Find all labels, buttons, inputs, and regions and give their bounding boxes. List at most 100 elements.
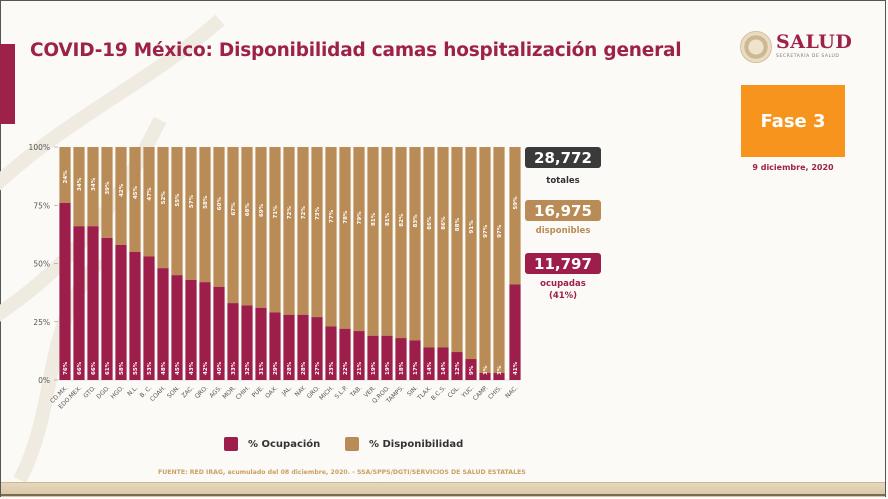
bar-ocupacion — [227, 303, 239, 380]
data-label-ocupacion: 32% — [245, 361, 251, 375]
logo-text: SALUD — [776, 31, 853, 53]
report-date: 9 diciembre, 2020 — [752, 163, 834, 172]
data-label-ocupacion: 40% — [217, 361, 223, 375]
data-label-ocupacion: 23% — [329, 361, 335, 375]
bar-ocupacion — [409, 340, 421, 380]
bar-disponibilidad — [339, 147, 351, 329]
data-label-ocupacion: 21% — [357, 361, 363, 375]
data-label-ocupacion: 14% — [427, 361, 433, 375]
data-label-disponibilidad: 71% — [273, 205, 279, 219]
data-label-ocupacion: 48% — [161, 361, 167, 375]
x-tick-label: NAC. — [504, 384, 519, 399]
bar-ocupacion — [479, 373, 491, 380]
data-label-disponibilidad: 42% — [119, 183, 125, 197]
x-tick-label: QRO. — [194, 384, 210, 400]
data-label-disponibilidad: 67% — [231, 202, 237, 216]
data-label-ocupacion: 9% — [469, 365, 475, 375]
x-tick-label: ZAC. — [180, 384, 195, 399]
data-label-ocupacion: 53% — [147, 361, 153, 375]
data-label-disponibilidad: 91% — [469, 220, 475, 234]
data-label-disponibilidad: 34% — [77, 177, 83, 191]
bar-disponibilidad — [227, 147, 239, 304]
bar-ocupacion — [493, 373, 505, 380]
data-label-disponibilidad: 60% — [217, 197, 223, 211]
data-label-ocupacion: 41% — [513, 361, 519, 375]
bar-disponibilidad — [367, 147, 379, 336]
bar-ocupacion — [241, 305, 253, 380]
footer-bar — [1, 482, 885, 497]
bar-disponibilidad — [213, 147, 225, 287]
bar-ocupacion — [101, 237, 113, 380]
bar-disponibilidad — [381, 147, 393, 336]
data-label-ocupacion: 43% — [189, 361, 195, 375]
data-label-disponibilidad: 97% — [483, 224, 489, 238]
salud-logo: SALUD SECRETARÍA DE SALUD — [740, 31, 853, 67]
bar-disponibilidad — [451, 147, 463, 353]
data-label-disponibilidad: 47% — [147, 187, 153, 201]
x-tick-label: TAB. — [348, 384, 363, 399]
bar-ocupacion — [157, 268, 169, 380]
data-label-disponibilidad: 34% — [91, 177, 97, 191]
data-label-disponibilidad: 83% — [413, 214, 419, 228]
legend-label-ocupacion: % Ocupación — [248, 438, 321, 450]
bar-disponibilidad — [199, 147, 211, 283]
bar-disponibilidad — [129, 147, 141, 252]
bar-ocupacion — [353, 331, 365, 380]
x-tick-label: OAX. — [264, 384, 279, 399]
bar-ocupacion — [185, 279, 197, 380]
bar-disponibilidad — [185, 147, 197, 280]
bar-disponibilidad — [157, 147, 169, 269]
legend-swatch-disponibilidad — [345, 437, 359, 451]
x-tick-label: GTO. — [82, 384, 97, 399]
bar-disponibilidad — [269, 147, 281, 313]
data-label-disponibilidad: 88% — [455, 218, 461, 232]
bar-disponibilidad — [171, 147, 183, 276]
data-label-disponibilidad: 86% — [427, 216, 433, 230]
bar-ocupacion — [59, 202, 71, 380]
data-label-ocupacion: 28% — [301, 361, 307, 375]
bar-ocupacion — [87, 226, 99, 380]
left-accent-bar — [0, 44, 15, 124]
bar-ocupacion — [339, 328, 351, 380]
bar-ocupacion — [129, 251, 141, 380]
data-label-ocupacion: 19% — [385, 361, 391, 375]
legend-ocupacion: % Ocupación — [224, 437, 320, 451]
y-tick-label: 25% — [33, 318, 50, 327]
bar-disponibilidad — [297, 147, 309, 315]
legend-disponibilidad: % Disponibilidad — [345, 437, 463, 451]
data-label-ocupacion: 3% — [483, 365, 489, 375]
data-label-ocupacion: 33% — [231, 361, 237, 375]
x-tick-label: CHIH. — [235, 384, 252, 401]
page-title: COVID-19 México: Disponibilidad camas ho… — [30, 40, 682, 61]
x-tick-label: MICH. — [318, 384, 335, 401]
data-label-ocupacion: 61% — [105, 361, 111, 375]
bar-disponibilidad — [115, 147, 127, 245]
data-label-disponibilidad: 73% — [315, 206, 321, 220]
disponibles-label: disponibles — [535, 226, 591, 236]
x-tick-label: B.C.S. — [430, 384, 448, 402]
ocupadas-label: ocupadas — [540, 279, 586, 289]
source-note: FUENTE: RED IRAG, acumulado del 08 dicie… — [158, 469, 526, 476]
bar-ocupacion — [213, 286, 225, 380]
bar-ocupacion — [465, 359, 477, 380]
bar-disponibilidad — [59, 147, 71, 203]
x-tick-label: SON. — [166, 384, 182, 400]
data-label-disponibilidad: 39% — [105, 181, 111, 195]
footer-line — [1, 494, 885, 496]
data-label-disponibilidad: 86% — [441, 216, 447, 230]
data-label-disponibilidad: 24% — [63, 170, 69, 184]
bar-ocupacion — [199, 282, 211, 380]
y-tick-label: 0% — [38, 376, 50, 385]
bar-disponibilidad — [437, 147, 449, 348]
data-label-ocupacion: 18% — [399, 361, 405, 375]
data-label-disponibilidad: 81% — [385, 212, 391, 226]
bar-ocupacion — [423, 347, 435, 380]
data-label-ocupacion: 58% — [119, 361, 125, 375]
bar-disponibilidad — [255, 147, 267, 308]
data-label-ocupacion: 31% — [259, 361, 265, 375]
bar-disponibilidad — [353, 147, 365, 332]
totales-label: totales — [546, 176, 580, 186]
data-label-disponibilidad: 72% — [301, 206, 307, 220]
bar-ocupacion — [311, 317, 323, 380]
x-tick-label: DGO. — [95, 384, 111, 400]
